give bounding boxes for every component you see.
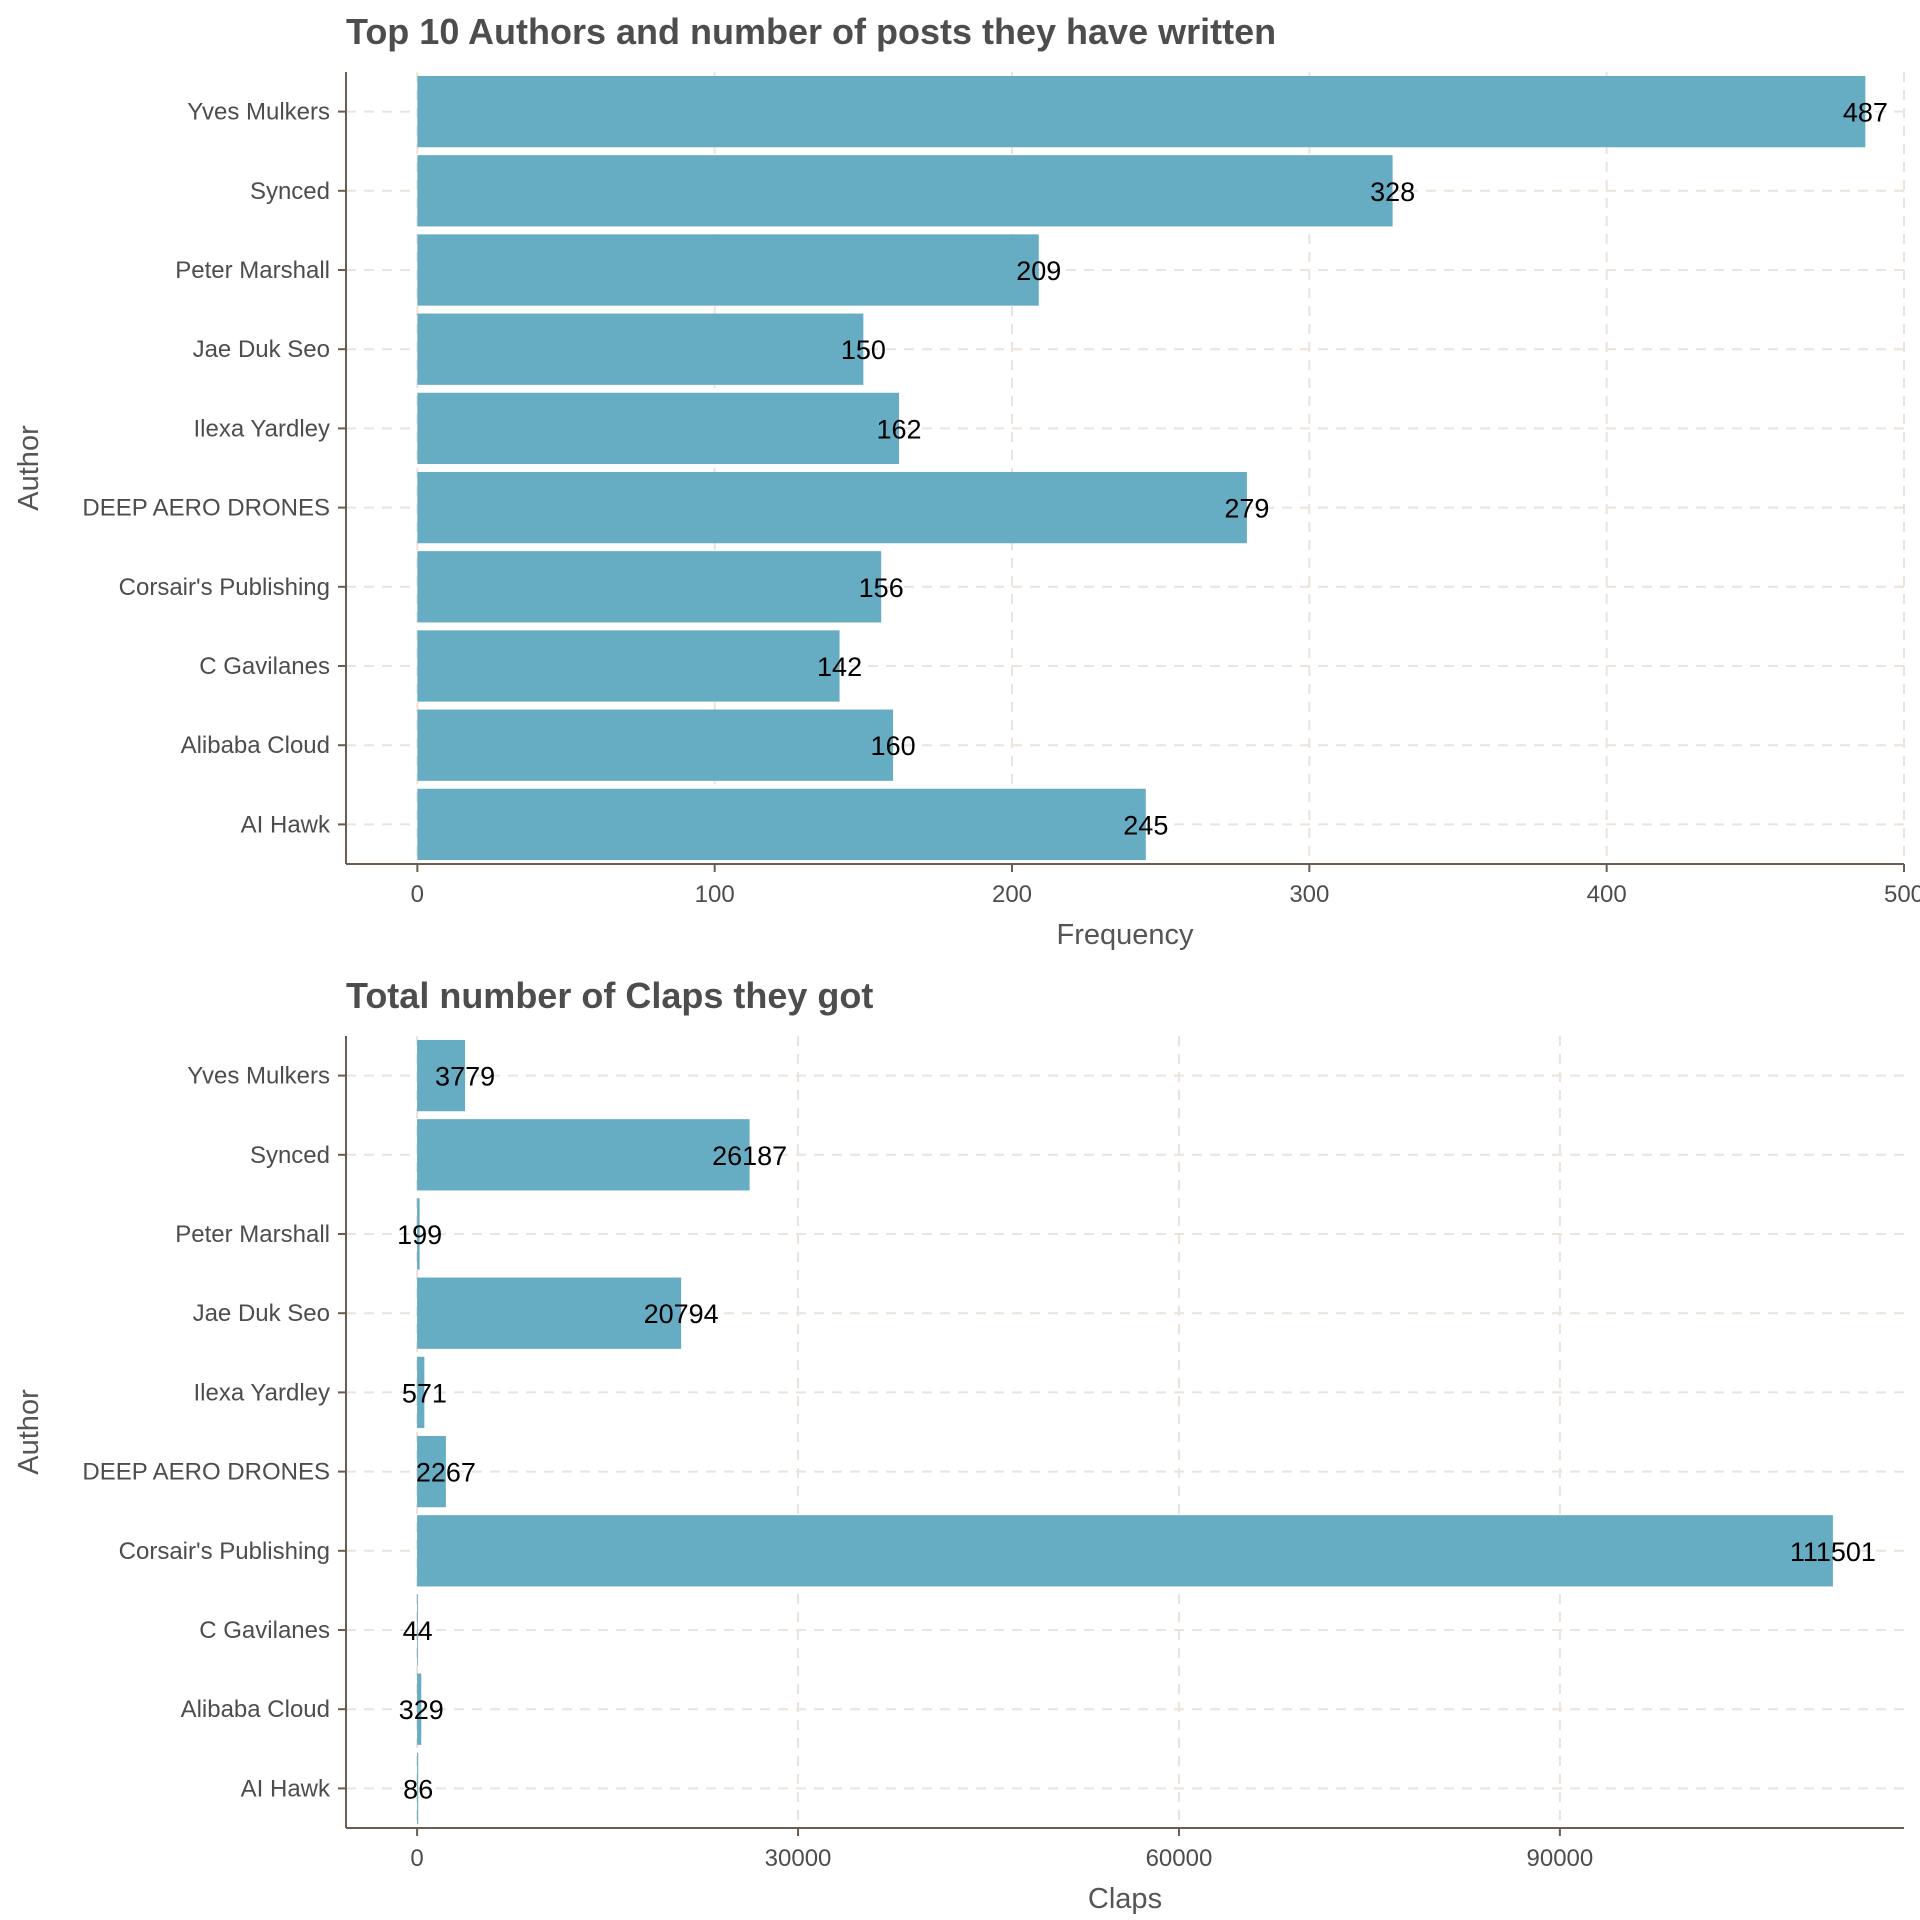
bar (417, 471, 1247, 544)
data-label: 487 (1843, 98, 1888, 128)
data-label: 279 (1224, 494, 1269, 524)
data-label: 150 (841, 335, 886, 365)
bar (417, 551, 882, 623)
x-tick-label: 90000 (1527, 1845, 1594, 1872)
data-label: 162 (876, 414, 921, 444)
y-tick-label: Ilexa Yardley (193, 1379, 330, 1406)
data-labels: 3779 26187 199 20794 571 2267 111501 44 329 86 (397, 1062, 1876, 1805)
bars (417, 75, 1866, 861)
y-tick-label: Synced (250, 178, 330, 205)
data-label: 329 (399, 1695, 444, 1725)
y-tick-label: C Gavilanes (199, 1617, 330, 1644)
chart-title: Total number of Claps they got (346, 975, 873, 1016)
y-tick-label: DEEP AERO DRONES (82, 1459, 330, 1486)
x-tick-label: 60000 (1146, 1845, 1213, 1872)
data-label: 160 (871, 731, 916, 761)
y-tick-label: AI Hawk (241, 1775, 331, 1802)
data-label: 571 (402, 1378, 447, 1408)
y-tick-label: Yves Mulkers (187, 1063, 330, 1090)
claps-chart-panel: Total number of Claps they got Claps Aut… (13, 975, 1904, 1915)
y-axis-ticks: Yves Mulkers Synced Peter Marshall Jae Duk … (82, 1063, 346, 1802)
x-axis-title: Frequency (1056, 919, 1194, 951)
posts-chart-panel: Top 10 Authors and number of posts they … (13, 11, 1920, 951)
x-tick-label: 100 (695, 881, 735, 908)
bar (417, 1435, 446, 1508)
bar (417, 155, 1393, 227)
y-tick-label: C Gavilanes (199, 653, 330, 680)
data-label: 26187 (712, 1141, 787, 1171)
y-tick-label: Corsair's Publishing (119, 1538, 330, 1565)
bar (417, 788, 1146, 861)
bar (417, 1515, 1833, 1587)
bar (417, 313, 864, 385)
data-label: 156 (859, 573, 904, 603)
y-tick-label: Peter Marshall (175, 1221, 330, 1248)
bar (417, 75, 1866, 148)
y-tick-label: DEEP AERO DRONES (82, 495, 330, 522)
data-label: 44 (403, 1616, 433, 1646)
y-tick-label: Jae Duk Seo (193, 1300, 330, 1327)
bar (417, 1594, 418, 1666)
bar (417, 234, 1039, 306)
data-label: 20794 (644, 1299, 719, 1329)
data-label: 328 (1370, 177, 1415, 207)
y-tick-label: Alibaba Cloud (181, 732, 330, 759)
x-tick-label: 500 (1884, 881, 1920, 908)
x-tick-label: 0 (411, 881, 424, 908)
x-tick-label: 300 (1289, 881, 1329, 908)
y-axis-title: Author (13, 425, 45, 511)
y-tick-label: Ilexa Yardley (193, 415, 330, 442)
data-label: 209 (1016, 256, 1061, 286)
bar (417, 1752, 419, 1825)
data-labels: 487 328 209 150 162 279 156 142 160 245 (817, 98, 1888, 841)
x-tick-label: 200 (992, 881, 1032, 908)
x-axis-ticks: 0 30000 60000 90000 (410, 1828, 1593, 1872)
x-tick-label: 400 (1587, 881, 1627, 908)
y-tick-label: Jae Duk Seo (193, 336, 330, 363)
bar (417, 709, 894, 781)
data-label: 142 (817, 652, 862, 682)
y-tick-label: Peter Marshall (175, 257, 330, 284)
y-tick-label: AI Hawk (241, 811, 331, 838)
x-axis-ticks: 0 100 200 300 400 500 (411, 864, 1920, 908)
bars (417, 1039, 1833, 1825)
bar (417, 1673, 422, 1745)
y-tick-label: Corsair's Publishing (119, 574, 330, 601)
data-label: 111501 (1790, 1537, 1876, 1567)
y-tick-label: Alibaba Cloud (181, 1696, 330, 1723)
x-tick-label: 30000 (765, 1845, 832, 1872)
data-label: 2267 (416, 1458, 476, 1488)
data-label: 199 (397, 1220, 442, 1250)
y-tick-label: Synced (250, 1142, 330, 1169)
data-label: 245 (1123, 810, 1168, 840)
y-axis-title: Author (13, 1389, 45, 1475)
bar (417, 1198, 420, 1270)
bar (417, 1277, 682, 1349)
chart-title: Top 10 Authors and number of posts they … (346, 11, 1276, 52)
x-axis-title: Claps (1088, 1883, 1162, 1915)
bar (417, 1039, 466, 1112)
data-label: 3779 (435, 1062, 495, 1092)
y-tick-label: Yves Mulkers (187, 99, 330, 126)
data-label: 86 (403, 1774, 433, 1804)
bar (417, 1356, 425, 1429)
x-tick-label: 0 (410, 1845, 423, 1872)
bar (417, 392, 900, 465)
y-axis-ticks: Yves Mulkers Synced Peter Marshall Jae Duk … (82, 99, 346, 838)
bar (417, 1119, 750, 1191)
bar (417, 630, 840, 702)
